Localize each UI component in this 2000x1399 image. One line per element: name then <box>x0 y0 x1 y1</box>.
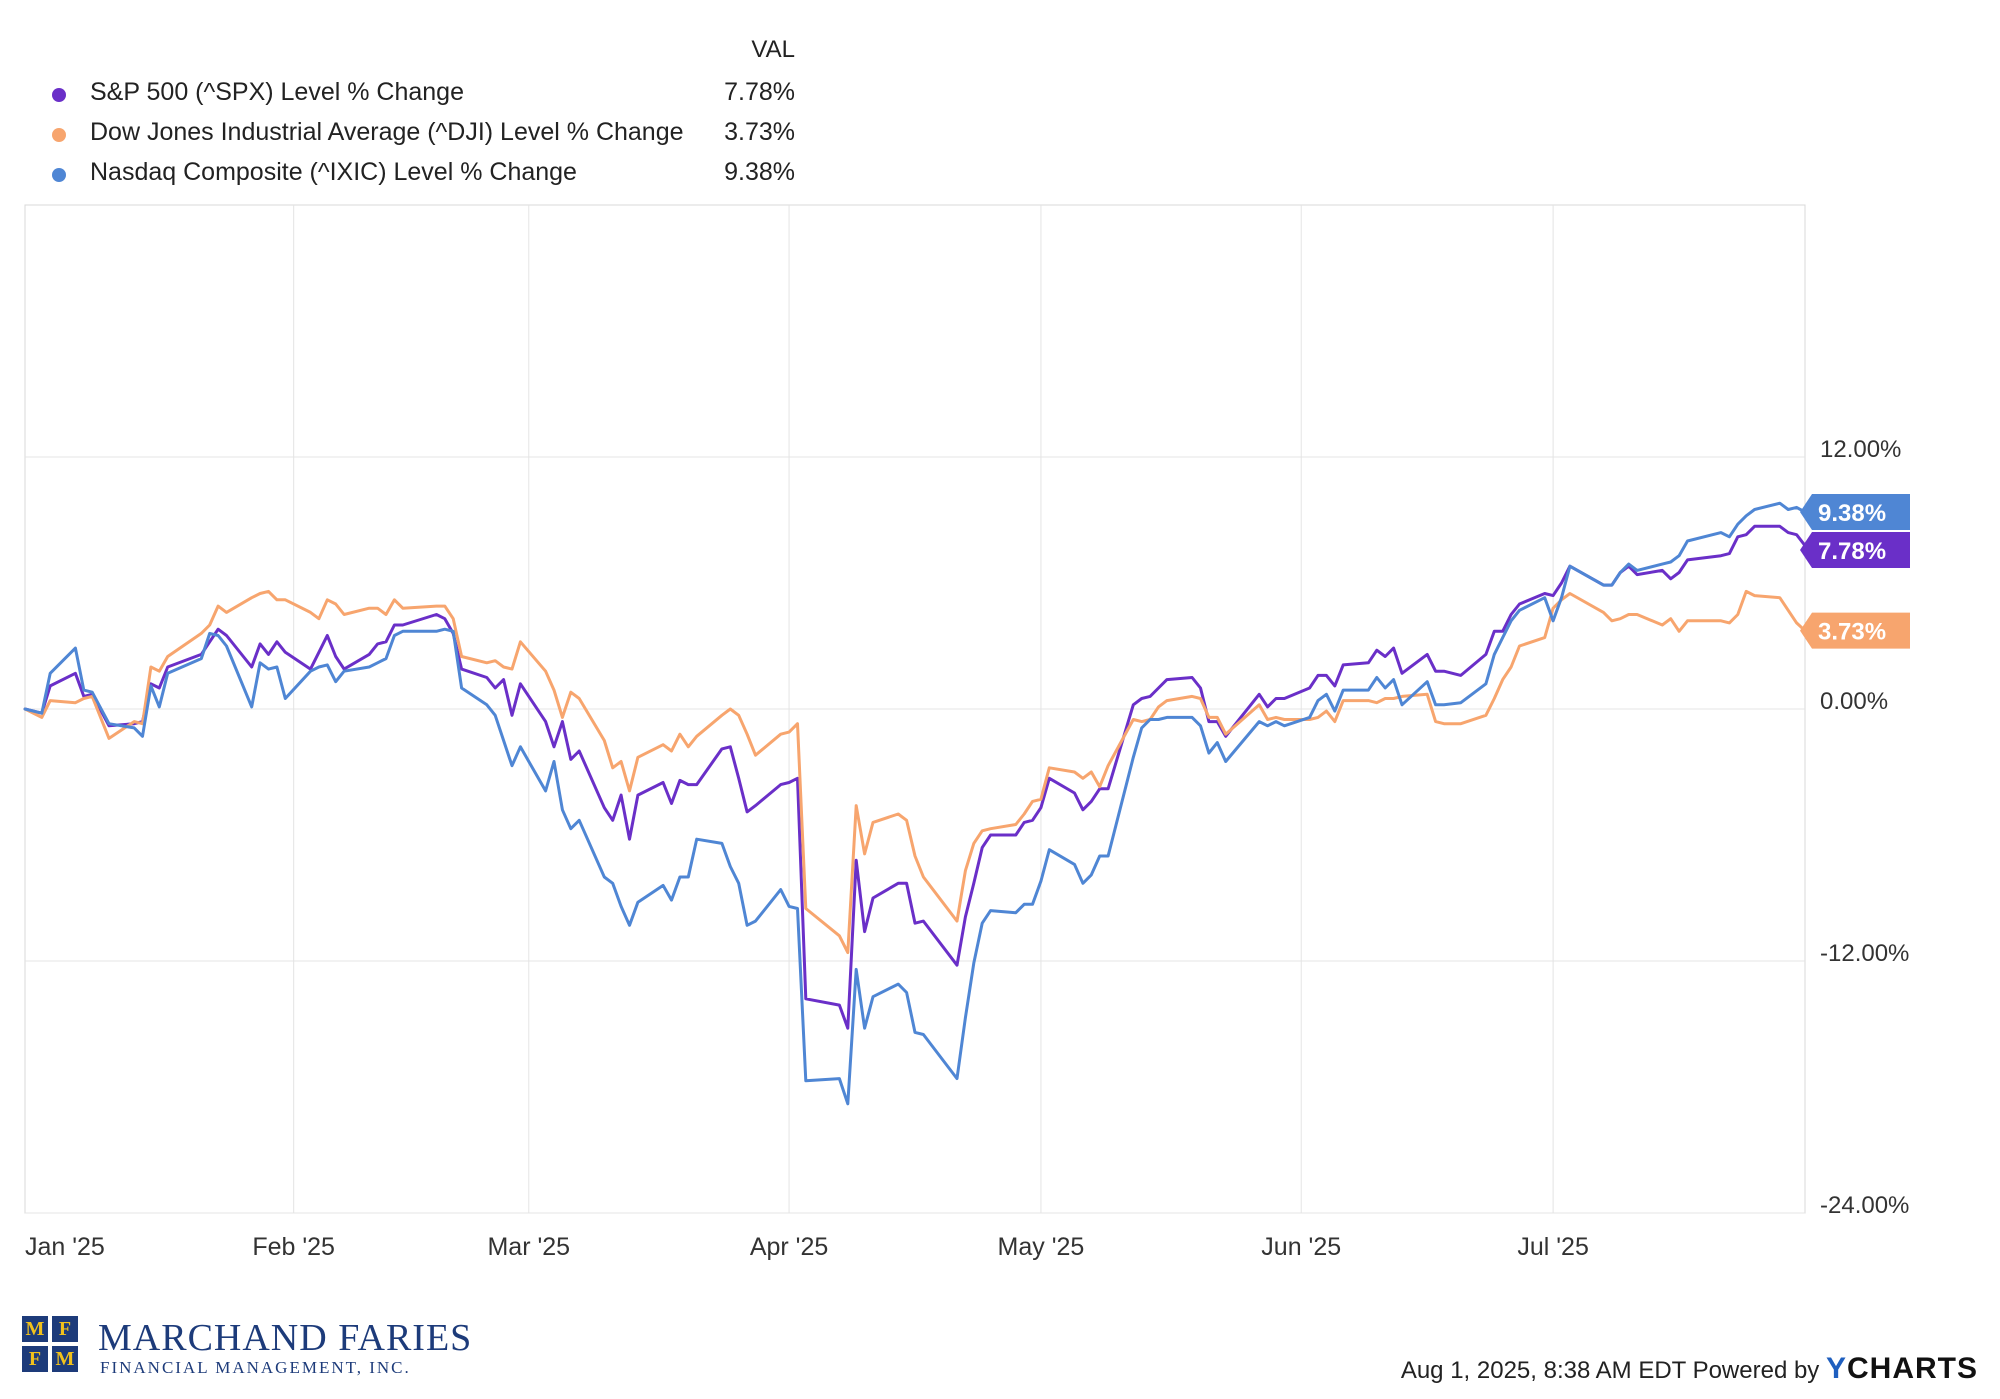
legend-dot-icon <box>52 168 66 182</box>
y-tick-label: 0.00% <box>1820 688 1888 715</box>
logo-cell: M <box>52 1346 78 1372</box>
x-tick-label: Mar '25 <box>487 1233 570 1261</box>
legend-item-spx[interactable]: S&P 500 (^SPX) Level % Change 7.78% <box>40 78 795 114</box>
ycharts-y: Y <box>1825 1352 1847 1385</box>
logo-cell: M <box>22 1316 48 1342</box>
end-label-flag <box>1800 612 1910 649</box>
line-chart: Jan '25 Feb '25 Mar '25 Apr '25 May '25 Jun '… <box>23 204 1910 1261</box>
end-label-flag <box>1800 494 1910 531</box>
end-label-text: 3.73% <box>1818 619 1886 646</box>
legend-item-dji[interactable]: Dow Jones Industrial Average (^DJI) Leve… <box>40 118 795 154</box>
end-label-text: 9.38% <box>1818 500 1886 527</box>
end-label-flag <box>1800 532 1910 569</box>
legend-header: VAL <box>751 36 795 63</box>
timestamp: Aug 1, 2025, 8:38 AM EDT Powered by <box>1400 1357 1820 1384</box>
x-tick-label: May '25 <box>998 1233 1085 1261</box>
legend-item-value: 7.78% <box>724 78 795 106</box>
logo-mark-icon: M F F M <box>22 1316 80 1374</box>
x-tick-label: Jun '25 <box>1261 1233 1341 1261</box>
x-tick-label: Feb '25 <box>252 1233 335 1261</box>
y-tick-label: 12.00% <box>1820 436 1901 463</box>
series-line <box>23 589 1807 955</box>
x-tick-label: Jan '25 <box>25 1233 105 1261</box>
y-tick-label: -24.00% <box>1820 1192 1909 1219</box>
legend-item-ixic[interactable]: Nasdaq Composite (^IXIC) Level % Change … <box>40 158 795 194</box>
logo-title: MARCHAND FARIES <box>98 1317 473 1359</box>
legend-dot-icon <box>52 88 66 102</box>
company-logo: M F F M MARCHAND FARIES FINANCIAL MANAGE… <box>22 1316 502 1380</box>
y-tick-label: -12.00% <box>1820 940 1909 967</box>
x-tick-label: Jul '25 <box>1517 1233 1588 1261</box>
legend-item-label: Dow Jones Industrial Average (^DJI) Leve… <box>90 118 684 146</box>
x-tick-label: Apr '25 <box>750 1233 828 1261</box>
logo-subtitle: FINANCIAL MANAGEMENT, INC. <box>100 1358 411 1377</box>
legend-item-label: S&P 500 (^SPX) Level % Change <box>90 78 464 106</box>
ycharts-rest: CHARTS <box>1847 1352 1978 1385</box>
ycharts-logo[interactable]: YCHARTS <box>1826 1352 1978 1385</box>
series-line <box>23 524 1807 1030</box>
legend-item-label: Nasdaq Composite (^IXIC) Level % Change <box>90 158 577 186</box>
footer-attribution: Aug 1, 2025, 8:38 AM EDT Powered by YCHA… <box>1401 1352 1978 1386</box>
legend-item-value: 3.73% <box>724 118 795 146</box>
legend-item-value: 9.38% <box>724 158 795 186</box>
legend-dot-icon <box>52 128 66 142</box>
logo-cell: F <box>22 1346 48 1372</box>
end-label-text: 7.78% <box>1818 538 1886 565</box>
series-line <box>23 501 1807 1106</box>
logo-cell: F <box>52 1316 78 1342</box>
